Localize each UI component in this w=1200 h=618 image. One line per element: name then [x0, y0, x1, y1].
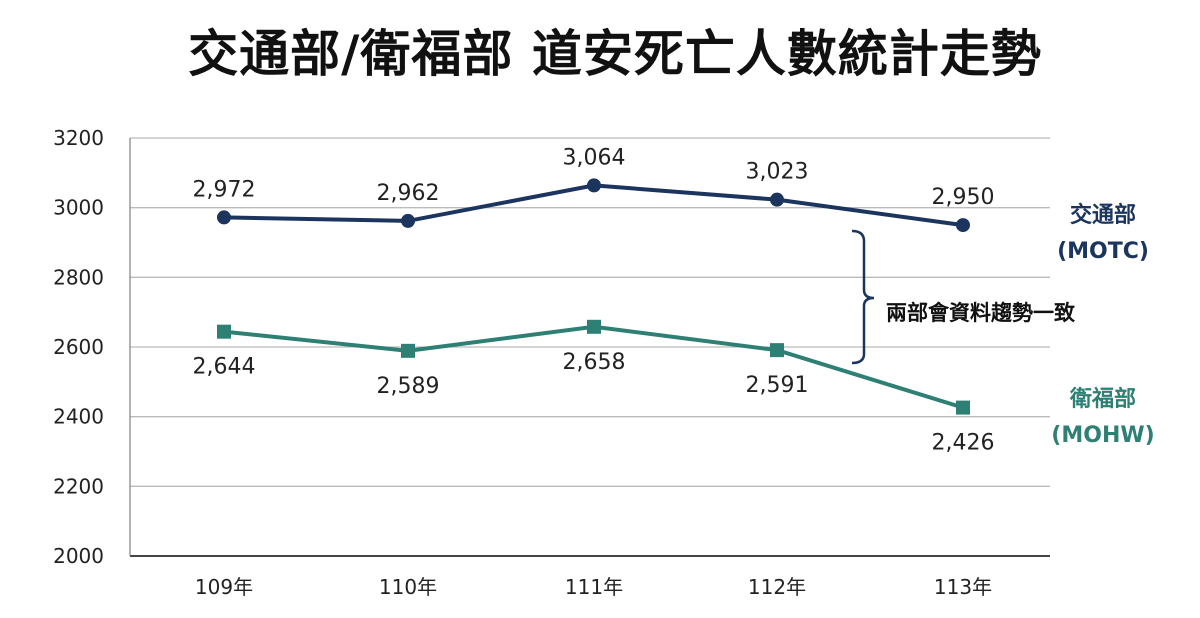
y-tick-label: 3200: [53, 126, 104, 150]
x-tick-label: 113年: [934, 575, 992, 599]
data-point: [587, 178, 601, 193]
data-label: 3,064: [563, 145, 626, 170]
data-label: 2,962: [377, 181, 440, 206]
data-point: [770, 192, 784, 207]
x-tick-label: 110年: [379, 575, 437, 599]
y-tick-label: 2000: [53, 544, 104, 568]
data-label: 2,426: [932, 431, 995, 456]
data-label: 2,972: [193, 177, 256, 202]
data-point: [587, 319, 601, 334]
y-tick-label: 3000: [53, 196, 104, 220]
data-label: 2,950: [932, 185, 995, 210]
x-tick-label: 109年: [195, 575, 253, 599]
data-point: [217, 210, 231, 225]
data-point: [956, 400, 970, 415]
legend-label: 交通部: [1070, 202, 1136, 228]
data-point: [217, 324, 231, 339]
annotation-text: 兩部會資料趨勢一致: [886, 301, 1076, 325]
data-point: [401, 343, 415, 358]
chart-title: 交通部/衛福部 道安死亡人數統計走勢: [188, 25, 1042, 83]
data-label: 2,644: [193, 355, 256, 380]
x-tick-label: 112年: [748, 575, 806, 599]
data-point: [401, 213, 415, 228]
data-point: [956, 218, 970, 233]
legend-label: (MOHW): [1051, 423, 1154, 448]
y-tick-label: 2800: [53, 265, 104, 289]
y-tick-label: 2600: [53, 335, 104, 359]
data-label: 2,591: [746, 373, 809, 398]
data-point: [770, 343, 784, 358]
y-tick-label: 2200: [53, 474, 104, 498]
brace-annotation: [851, 229, 875, 365]
x-tick-label: 111年: [565, 575, 623, 599]
data-label: 2,658: [563, 350, 626, 375]
legend-label: 衛福部: [1069, 386, 1136, 412]
y-tick-label: 2400: [53, 405, 104, 429]
data-label: 2,589: [377, 374, 440, 399]
data-label: 3,023: [746, 160, 809, 185]
legend-label: (MOTC): [1057, 239, 1149, 264]
